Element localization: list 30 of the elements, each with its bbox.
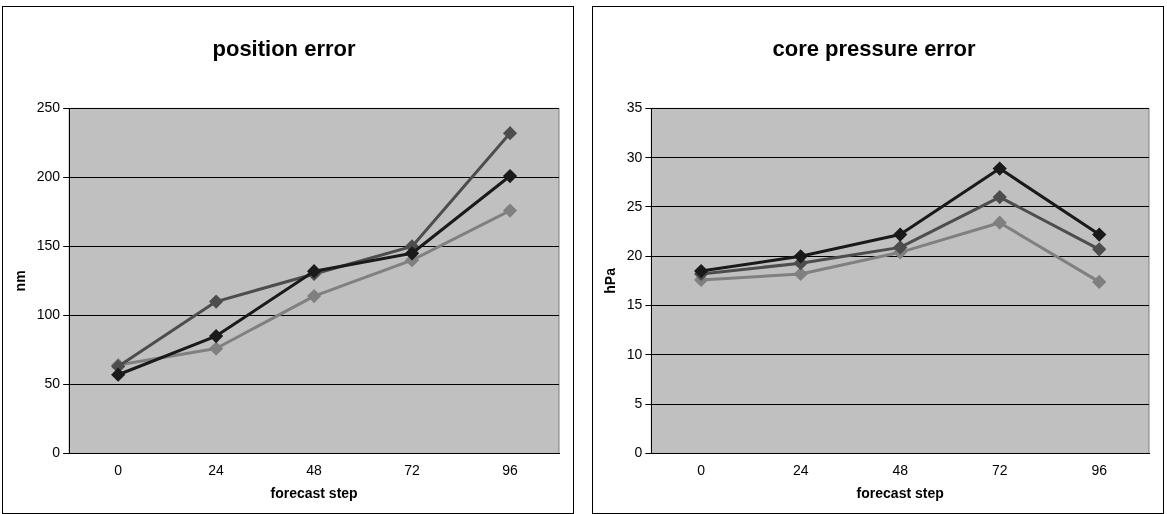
x-tick-label: 0 [697, 461, 706, 478]
y-tick-label: 10 [626, 345, 643, 362]
x-axis-title: forecast step [856, 485, 944, 502]
x-tick-label: 96 [502, 461, 519, 478]
y-axis-title: nm [12, 270, 29, 292]
y-tick-label: 250 [36, 99, 61, 116]
chart-title: core pressure error [772, 36, 976, 62]
x-tick-label: 0 [114, 461, 123, 478]
chart-title: position error [212, 36, 356, 62]
y-tick-label: 5 [634, 394, 643, 411]
x-tick-label: 72 [404, 461, 421, 478]
y-tick-label: 35 [626, 99, 643, 116]
x-tick-label: 24 [208, 461, 225, 478]
y-tick-label: 20 [626, 247, 643, 264]
y-tick-label: 100 [36, 306, 61, 323]
y-tick-label: 0 [52, 444, 61, 461]
y-tick-label: 30 [626, 148, 643, 165]
x-tick-label: 96 [1091, 461, 1108, 478]
y-tick-label: 150 [36, 237, 61, 254]
x-tick-label: 48 [892, 461, 909, 478]
y-tick-label: 15 [626, 296, 643, 313]
y-tick-label: 25 [626, 197, 643, 214]
y-axis-title: hPa [602, 267, 619, 294]
y-tick-label: 50 [44, 375, 61, 392]
x-axis-title: forecast step [270, 485, 358, 502]
y-tick-label: 0 [634, 444, 643, 461]
x-tick-label: 24 [792, 461, 809, 478]
y-tick-label: 200 [36, 168, 61, 185]
x-tick-label: 48 [306, 461, 323, 478]
x-tick-label: 72 [991, 461, 1008, 478]
